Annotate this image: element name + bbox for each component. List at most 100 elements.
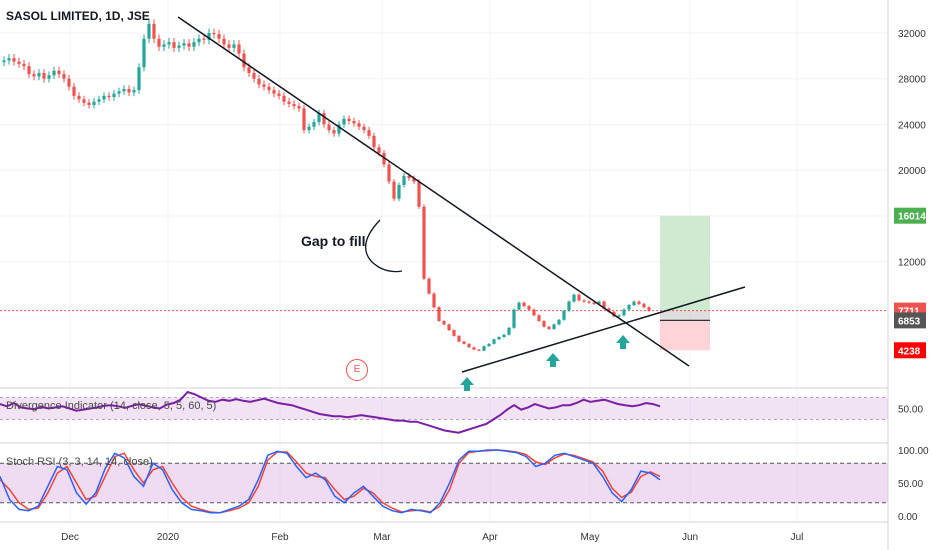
candle-body (192, 42, 196, 47)
divergence-indicator-title: Divergence Indicator (14, close, 5, 5, 6… (6, 400, 217, 412)
candle-body (462, 341, 466, 344)
axes: Dec 2020 Feb Mar Apr May Jun Jul 32000 28000 24000… (61, 29, 926, 543)
candle-body (577, 294, 581, 301)
candle-body (472, 347, 476, 350)
candle-body (532, 309, 536, 316)
candle-body (362, 126, 366, 131)
candle-body (277, 93, 281, 96)
candle-body (92, 101, 96, 105)
candle-body (397, 184, 401, 199)
candle-body (7, 58, 11, 61)
time-tick-label: 2020 (157, 532, 180, 543)
divergence-band (0, 397, 888, 420)
candle-body (247, 67, 251, 73)
candle-body (37, 72, 41, 77)
candle-body (542, 320, 546, 327)
stoch-k-line (0, 449, 661, 514)
candle-body (377, 147, 381, 153)
stoch-tick-label: 0.00 (898, 512, 918, 523)
candle-body (227, 44, 231, 48)
candle-body (517, 302, 521, 310)
candle-body (252, 72, 256, 79)
candles (2, 19, 651, 352)
candle-body (17, 61, 21, 64)
candle-body (82, 99, 86, 103)
candle-body (302, 108, 306, 131)
up-arrow-marker (616, 335, 630, 349)
candle-body (407, 175, 411, 179)
candle-body (507, 327, 511, 335)
candle-body (442, 320, 446, 325)
candle-body (637, 301, 641, 304)
candle-body (87, 102, 91, 105)
candle-body (202, 38, 206, 40)
candle-body (117, 91, 121, 94)
candle-body (42, 72, 46, 79)
candle-body (262, 84, 266, 87)
candle-body (512, 309, 516, 328)
candle-body (392, 181, 396, 199)
candle-body (587, 301, 591, 303)
candle-body (257, 78, 261, 85)
risk-reward-zones (660, 215, 710, 351)
candle-body (432, 293, 436, 308)
candle-body (307, 126, 311, 131)
candle-body (557, 319, 561, 325)
candle-body (482, 346, 486, 351)
candle-body (372, 135, 376, 148)
candle-body (382, 152, 386, 165)
up-arrow-marker (460, 377, 474, 391)
candle-body (162, 44, 166, 47)
candle-body (522, 302, 526, 307)
candle-body (107, 95, 111, 97)
candle-body (387, 164, 391, 182)
candle-body (452, 330, 456, 336)
candle-body (622, 309, 626, 316)
candle-body (322, 112, 326, 125)
candle-body (32, 74, 36, 77)
candle-body (207, 33, 211, 40)
candle-body (602, 301, 606, 309)
candle-body (12, 58, 16, 62)
candle-body (562, 310, 566, 320)
earnings-marker[interactable]: E (346, 359, 368, 381)
candle-body (317, 112, 321, 123)
candle-body (182, 43, 186, 46)
price-tick-label: 24000 (898, 120, 926, 131)
divergence-series-line (0, 390, 661, 434)
candle-body (157, 38, 161, 47)
stoch-tick-label: 100.00 (898, 446, 929, 457)
candle-body (447, 324, 451, 331)
candle-body (72, 86, 76, 96)
candle-body (142, 38, 146, 68)
candle-body (357, 123, 361, 127)
candle-body (217, 34, 221, 39)
candle-body (112, 93, 116, 97)
candle-body (212, 33, 216, 35)
candle-body (437, 307, 441, 321)
candle-body (287, 101, 291, 104)
candle-body (552, 324, 556, 329)
candle-body (487, 343, 491, 347)
candle-body (417, 181, 421, 207)
price-label-box (894, 342, 926, 359)
support-trend-line (461, 286, 746, 373)
candle-body (22, 63, 26, 67)
candle-body (422, 206, 426, 279)
candle-body (97, 99, 101, 102)
candle-body (607, 308, 611, 312)
candle-body (332, 130, 336, 134)
candle-body (592, 302, 596, 304)
price-label-text: 16014 (898, 212, 926, 223)
candle-body (62, 74, 66, 79)
candle-body (187, 43, 191, 47)
candle-body (197, 38, 201, 43)
candle-body (102, 95, 106, 100)
candle-body (167, 42, 171, 45)
candle-body (132, 90, 136, 93)
candle-body (77, 95, 81, 100)
stop-zone (660, 320, 710, 351)
candle-body (292, 103, 296, 107)
candle-body (67, 78, 71, 87)
